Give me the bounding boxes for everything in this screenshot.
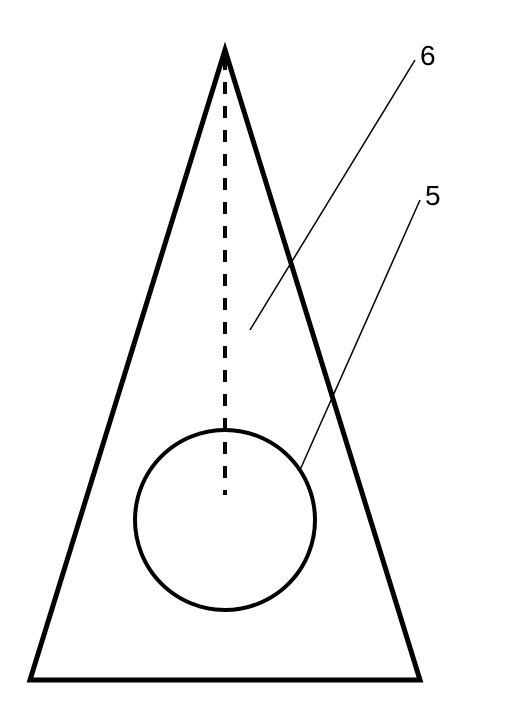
technical-diagram <box>0 0 523 720</box>
callout-label-5: 5 <box>425 180 441 212</box>
callout-label-6: 6 <box>420 40 436 72</box>
